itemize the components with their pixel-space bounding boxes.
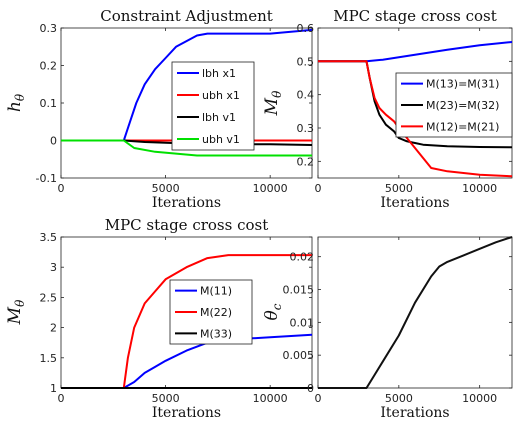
chart-title: MPC stage cross cost [333, 7, 497, 25]
y-tick-label: -0.1 [36, 172, 57, 185]
legend-label: M(13)=M(31) [426, 78, 499, 91]
y-axis-label: θc [262, 303, 284, 320]
y-tick-label: 0.005 [283, 349, 315, 362]
y-axis-label: Mθ [5, 299, 27, 325]
y-axis-label-text: θ [262, 310, 282, 320]
chart-title: Constraint Adjustment [100, 7, 273, 25]
series-line-1 [318, 236, 513, 389]
x-tick-label: 0 [58, 182, 65, 195]
legend-box [171, 61, 255, 151]
y-axis-label: Mθ [262, 90, 284, 116]
y-tick-label: 0.01 [290, 316, 315, 329]
y-axis-label-subscript: c [270, 303, 284, 310]
y-tick-label: 0.02 [290, 251, 315, 264]
y-axis-label-subscript: θ [270, 90, 284, 98]
y-tick-label: 3.5 [40, 231, 58, 244]
x-axis-label: Iterations [380, 405, 449, 421]
legend-label: M(33) [200, 327, 232, 340]
legend-label: M(22) [200, 306, 232, 319]
y-tick-label: 0.2 [40, 60, 58, 73]
y-axis-label: hθ [5, 93, 27, 112]
x-tick-label: 0 [58, 392, 65, 405]
y-axis-label-subscript: θ [13, 93, 27, 101]
chart-title: MPC stage cross cost [105, 216, 269, 234]
legend-label: M(23)=M(32) [426, 99, 499, 112]
y-axis-label-subscript: θ [13, 299, 27, 307]
y-tick-label: 0.4 [297, 89, 315, 102]
x-tick-label: 10000 [253, 392, 288, 405]
y-tick-label: 3 [50, 261, 57, 274]
x-axis-label: Iterations [380, 195, 449, 211]
series-line-4 [61, 139, 312, 157]
x-tick-label: 10000 [462, 182, 497, 195]
y-axis-label-text: h [5, 101, 25, 112]
legend-label: ubh x1 [202, 89, 240, 102]
y-tick-label: 0.015 [283, 284, 315, 297]
y-tick-label: 0.1 [40, 97, 58, 110]
x-tick-label: 5000 [152, 392, 180, 405]
legend-label: ubh v1 [202, 133, 240, 146]
legend-label: lbh v1 [202, 111, 236, 124]
x-tick-label: 5000 [385, 182, 413, 195]
legend-label: M(12)=M(21) [426, 120, 499, 133]
x-tick-label: 10000 [462, 392, 497, 405]
y-tick-label: 0.3 [297, 122, 315, 135]
y-tick-label: 0.5 [297, 55, 315, 68]
y-tick-label: 0 [307, 382, 314, 395]
legend: M(13)=M(31) M(23)=M(32) M(12)=M(21) [395, 72, 513, 138]
y-tick-label: 0.3 [40, 22, 58, 35]
x-tick-label: 10000 [253, 182, 288, 195]
y-tick-label: 2.5 [40, 291, 58, 304]
legend-label: M(11) [200, 285, 232, 298]
x-tick-label: 0 [315, 392, 322, 405]
y-tick-label: 0.2 [297, 155, 315, 168]
y-axis-label-text: M [262, 97, 282, 116]
legend: M(11) M(22) M(33) [169, 279, 253, 345]
y-axis-label-text: M [5, 306, 25, 325]
legend: lbh x1 ubh x1 lbh v1 ubh v1 [171, 61, 255, 151]
chart-panel-2: 0 5000 10000 0.2 0.3 0.4 0.5 0.6 MPC stage cross… [262, 7, 513, 211]
y-tick-label: 1 [50, 382, 57, 395]
chart-panel-4: 0 5000 10000 0 0.005 0.01 0.015 0.02 Iterations θ… [262, 236, 513, 421]
x-tick-label: 0 [315, 182, 322, 195]
chart-panel-3: 0 5000 10000 1 1.5 2 2.5 3 3.5 MPC stage cross co… [5, 216, 313, 421]
plot-frame [317, 236, 513, 389]
y-tick-label: 0 [50, 135, 57, 148]
x-tick-label: 5000 [385, 392, 413, 405]
y-tick-label: 0.6 [297, 22, 315, 35]
y-tick-label: 1.5 [40, 352, 58, 365]
legend-label: lbh x1 [202, 67, 236, 80]
series-line-1 [61, 28, 313, 142]
series-line-2 [61, 254, 312, 389]
x-axis-label: Iterations [152, 405, 221, 421]
x-axis-label: Iterations [152, 195, 221, 211]
y-tick-label: 2 [50, 322, 57, 335]
series-line-1 [318, 41, 513, 63]
x-tick-label: 5000 [152, 182, 180, 195]
